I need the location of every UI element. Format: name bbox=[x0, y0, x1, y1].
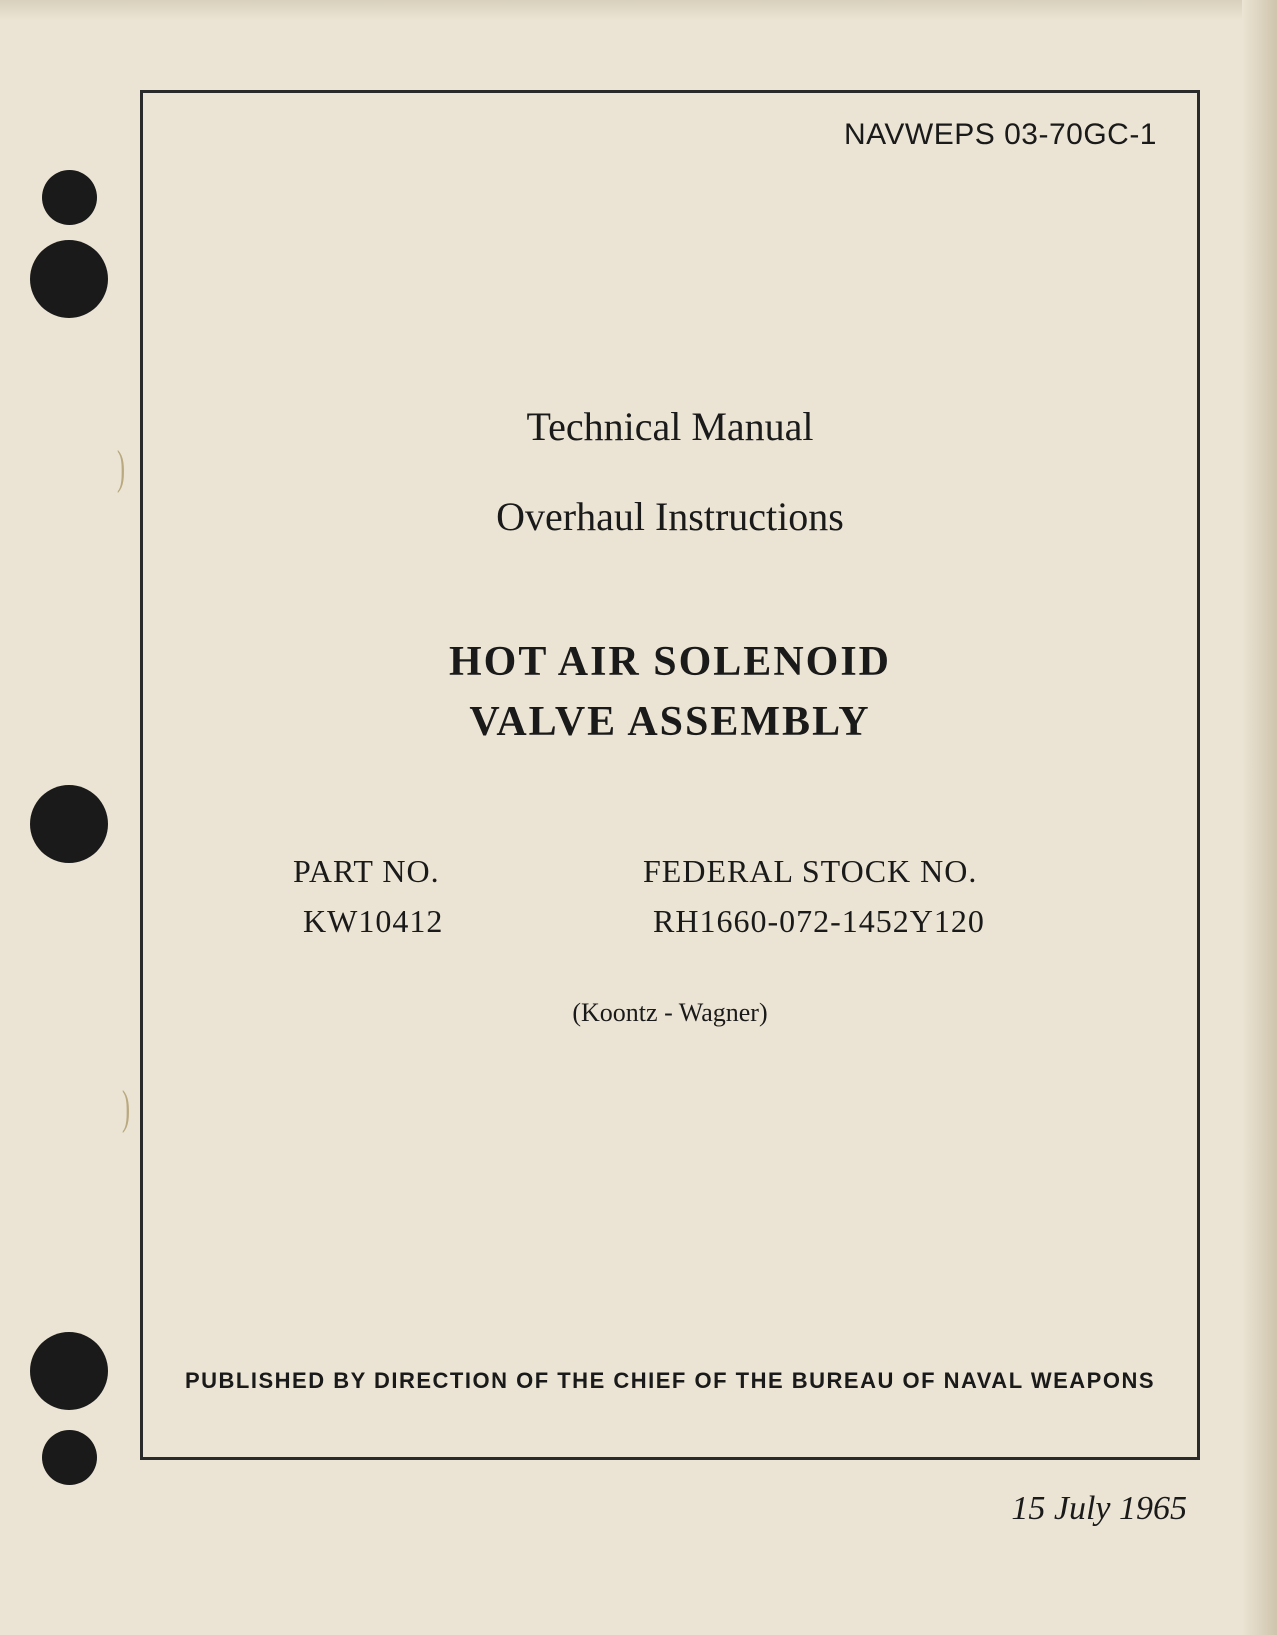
federal-stock-value: RH1660-072-1452Y120 bbox=[653, 903, 985, 940]
paper-tear: ) bbox=[122, 1080, 130, 1135]
punch-hole bbox=[42, 170, 97, 225]
punch-hole bbox=[30, 240, 108, 318]
heading-overhaul: Overhaul Instructions bbox=[143, 493, 1197, 540]
heading-technical-manual: Technical Manual bbox=[143, 403, 1197, 450]
top-shadow bbox=[0, 0, 1277, 20]
publication-date: 15 July 1965 bbox=[1011, 1490, 1187, 1528]
federal-stock-label: FEDERAL STOCK NO. bbox=[643, 853, 977, 890]
manufacturer: (Koontz - Wagner) bbox=[143, 998, 1197, 1028]
document-id: NAVWEPS 03-70GC-1 bbox=[844, 118, 1157, 152]
title-line-1: HOT AIR SOLENOID bbox=[143, 638, 1197, 686]
punch-hole bbox=[30, 785, 108, 863]
document-page: ) ) NAVWEPS 03-70GC-1 Technical Manual O… bbox=[0, 0, 1277, 1635]
punch-hole bbox=[30, 1332, 108, 1410]
punch-hole bbox=[42, 1430, 97, 1485]
paper-tear: ) bbox=[117, 440, 125, 495]
title-line-2: VALVE ASSEMBLY bbox=[143, 698, 1197, 746]
publisher-line: PUBLISHED BY DIRECTION OF THE CHIEF OF T… bbox=[143, 1368, 1197, 1394]
part-number-value: KW10412 bbox=[303, 903, 443, 940]
part-number-label: PART NO. bbox=[293, 853, 440, 890]
content-frame: NAVWEPS 03-70GC-1 Technical Manual Overh… bbox=[140, 90, 1200, 1460]
right-shadow bbox=[1242, 0, 1277, 1635]
